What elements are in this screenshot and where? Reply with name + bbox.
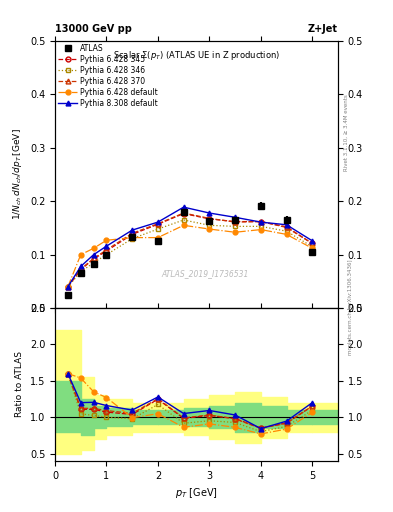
Pythia 6.428 default <box>91 245 96 251</box>
Line: Pythia 6.428 346: Pythia 6.428 346 <box>66 218 315 289</box>
Legend: ATLAS, Pythia 6.428 345, Pythia 6.428 346, Pythia 6.428 370, Pythia 6.428 defaul: ATLAS, Pythia 6.428 345, Pythia 6.428 34… <box>57 42 160 109</box>
Pythia 6.428 346 <box>284 228 289 234</box>
Pythia 6.428 345 <box>91 256 96 262</box>
Pythia 6.428 345 <box>284 224 289 230</box>
Pythia 6.428 345 <box>104 248 109 254</box>
Pythia 6.428 345 <box>181 210 186 217</box>
Pythia 6.428 345 <box>259 219 263 225</box>
X-axis label: $p_T$ [GeV]: $p_T$ [GeV] <box>175 486 218 500</box>
Text: Scalar $\Sigma(p_T)$ (ATLAS UE in Z production): Scalar $\Sigma(p_T)$ (ATLAS UE in Z prod… <box>113 49 280 62</box>
Pythia 6.428 370 <box>284 224 289 230</box>
Line: Pythia 6.428 345: Pythia 6.428 345 <box>66 211 315 289</box>
Pythia 6.428 346 <box>78 269 83 275</box>
Pythia 6.428 370 <box>181 210 186 216</box>
Pythia 6.428 346 <box>156 226 160 232</box>
Line: Pythia 8.308 default: Pythia 8.308 default <box>66 205 315 289</box>
Pythia 6.428 346 <box>66 284 70 290</box>
Pythia 8.308 default <box>156 219 160 225</box>
Text: Rivet 3.1.10, ≥ 3.4M events: Rivet 3.1.10, ≥ 3.4M events <box>344 95 349 172</box>
Text: Z+Jet: Z+Jet <box>308 24 338 34</box>
Text: ATLAS_2019_I1736531: ATLAS_2019_I1736531 <box>161 269 249 278</box>
Pythia 8.308 default <box>104 243 109 249</box>
Pythia 6.428 370 <box>104 247 109 253</box>
Pythia 6.428 345 <box>233 219 237 225</box>
Pythia 6.428 346 <box>130 236 134 242</box>
Text: mcplots.cern.ch [arXiv:1306.3436]: mcplots.cern.ch [arXiv:1306.3436] <box>348 260 353 355</box>
Pythia 6.428 346 <box>91 260 96 266</box>
Pythia 8.308 default <box>91 251 96 258</box>
Pythia 6.428 370 <box>78 266 83 272</box>
Pythia 6.428 346 <box>310 244 315 250</box>
Pythia 8.308 default <box>284 222 289 228</box>
Text: 13000 GeV pp: 13000 GeV pp <box>55 24 132 34</box>
Line: Pythia 6.428 370: Pythia 6.428 370 <box>66 210 315 289</box>
Pythia 6.428 default <box>233 229 237 236</box>
Pythia 6.428 default <box>156 234 160 241</box>
Pythia 6.428 370 <box>66 284 70 290</box>
Pythia 6.428 default <box>181 222 186 228</box>
Pythia 6.428 default <box>310 245 315 251</box>
Pythia 6.428 370 <box>156 221 160 227</box>
Y-axis label: Ratio to ATLAS: Ratio to ATLAS <box>15 351 24 417</box>
Pythia 6.428 370 <box>233 219 237 225</box>
Pythia 8.308 default <box>78 263 83 269</box>
Pythia 6.428 default <box>284 231 289 238</box>
Pythia 6.428 default <box>259 226 263 232</box>
Pythia 6.428 346 <box>207 222 212 228</box>
Pythia 6.428 346 <box>233 223 237 229</box>
Pythia 8.308 default <box>310 238 315 244</box>
Pythia 6.428 345 <box>310 241 315 247</box>
Pythia 8.308 default <box>66 284 70 290</box>
Pythia 6.428 default <box>78 251 83 258</box>
Pythia 8.308 default <box>181 204 186 210</box>
Pythia 6.428 default <box>130 234 134 241</box>
Y-axis label: $1/N_{ch}\,dN_{ch}/dp_T\,[\mathrm{GeV}]$: $1/N_{ch}\,dN_{ch}/dp_T\,[\mathrm{GeV}]$ <box>11 129 24 221</box>
Pythia 6.428 370 <box>207 215 212 221</box>
Pythia 8.308 default <box>233 214 237 220</box>
Pythia 8.308 default <box>259 219 263 225</box>
Pythia 6.428 370 <box>310 241 315 247</box>
Pythia 6.428 370 <box>259 219 263 225</box>
Pythia 6.428 345 <box>66 284 70 290</box>
Pythia 8.308 default <box>130 227 134 233</box>
Pythia 6.428 default <box>207 226 212 232</box>
Pythia 6.428 345 <box>130 231 134 238</box>
Pythia 6.428 370 <box>130 230 134 237</box>
Pythia 6.428 345 <box>156 221 160 227</box>
Pythia 6.428 346 <box>104 251 109 258</box>
Pythia 6.428 345 <box>78 267 83 273</box>
Pythia 6.428 345 <box>207 216 212 222</box>
Pythia 8.308 default <box>207 210 212 216</box>
Line: Pythia 6.428 default: Pythia 6.428 default <box>66 223 315 289</box>
Pythia 6.428 346 <box>259 223 263 229</box>
Pythia 6.428 default <box>66 284 70 290</box>
Pythia 6.428 default <box>104 237 109 243</box>
Pythia 6.428 346 <box>181 217 186 223</box>
Pythia 6.428 370 <box>91 255 96 262</box>
